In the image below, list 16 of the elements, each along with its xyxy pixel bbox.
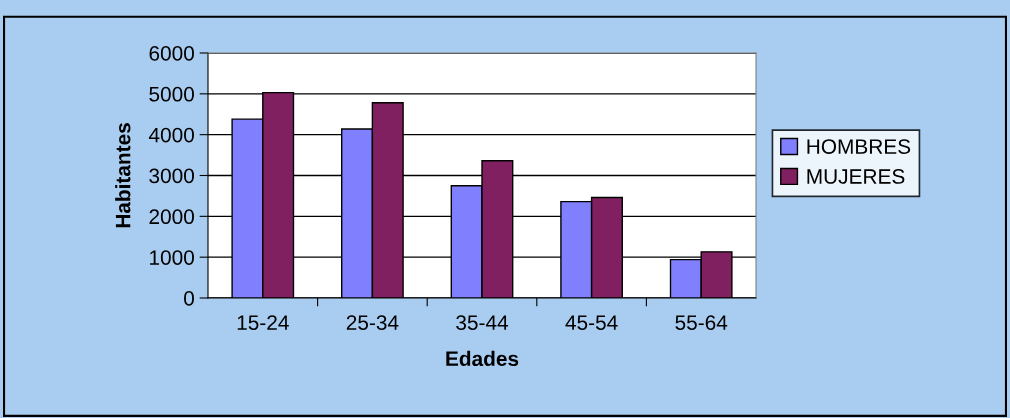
y-tick-label: 6000 — [149, 46, 194, 61]
y-tick-label: 4000 — [148, 127, 194, 143]
y-tick-label: 3000 — [149, 168, 194, 184]
y-tick-label: 5000 — [149, 86, 194, 102]
legend-label: HOMBRES — [807, 139, 911, 154]
legend-label: MUJERES — [807, 169, 905, 184]
x-tick-label: 15-24 — [237, 315, 289, 330]
y-tick-label: 0 — [184, 291, 194, 306]
y-tick-label: 1000 — [150, 250, 194, 265]
x-axis-title: Edades — [446, 350, 519, 367]
x-tick-label: 35-44 — [456, 315, 509, 330]
x-tick-label: 45-54 — [565, 315, 618, 330]
y-axis-title: Habitantes — [115, 123, 131, 228]
x-tick-label: 25-34 — [346, 315, 399, 330]
y-tick-label: 2000 — [149, 209, 194, 225]
x-tick-label: 55-64 — [675, 315, 728, 330]
